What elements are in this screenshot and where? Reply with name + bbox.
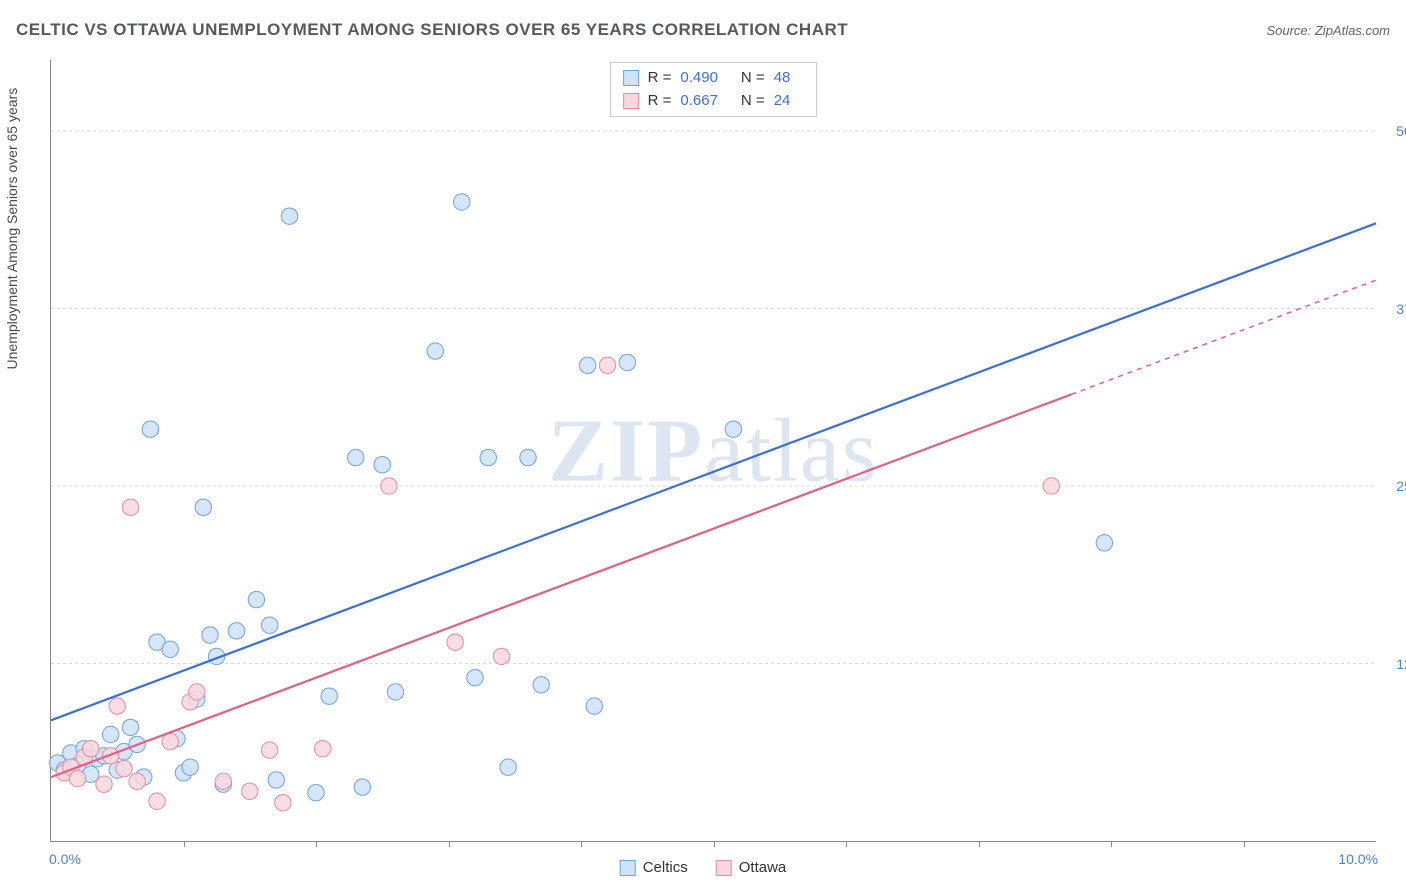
chart-svg: [51, 60, 1376, 841]
n-label: N =: [741, 90, 765, 113]
plot-area: ZIPatlas 12.5%25.0%37.5%50.0% 0.0%10.0% …: [50, 60, 1376, 842]
n-value: 24: [774, 90, 791, 113]
r-label: R =: [648, 67, 672, 90]
legend-label: Ottawa: [739, 859, 787, 876]
y-tick-label: 50.0%: [1381, 123, 1406, 139]
bottom-legend: Celtics Ottawa: [620, 859, 787, 876]
legend-label: Celtics: [643, 859, 688, 876]
x-minor-tick: [581, 841, 582, 847]
x-minor-tick: [449, 841, 450, 847]
legend-item-celtics: Celtics: [620, 859, 688, 876]
x-minor-tick: [184, 841, 185, 847]
x-minor-tick: [714, 841, 715, 847]
n-value: 48: [774, 67, 791, 90]
stats-row-celtics: R = 0.490 N = 48: [623, 67, 805, 90]
y-tick-label: 12.5%: [1381, 656, 1406, 672]
swatch-icon: [623, 93, 639, 109]
x-minor-tick: [1111, 841, 1112, 847]
title-bar: CELTIC VS OTTAWA UNEMPLOYMENT AMONG SENI…: [16, 20, 1390, 40]
r-value: 0.667: [680, 90, 718, 113]
swatch-icon: [623, 70, 639, 86]
x-minor-tick: [979, 841, 980, 847]
n-label: N =: [741, 67, 765, 90]
swatch-icon: [716, 860, 732, 876]
stats-row-ottawa: R = 0.667 N = 24: [623, 90, 805, 113]
x-minor-tick: [316, 841, 317, 847]
r-label: R =: [648, 90, 672, 113]
chart-title: CELTIC VS OTTAWA UNEMPLOYMENT AMONG SENI…: [16, 20, 848, 40]
x-tick-label: 10.0%: [1338, 851, 1378, 867]
y-tick-label: 37.5%: [1381, 301, 1406, 317]
x-tick-label: 0.0%: [49, 851, 81, 867]
source-label: Source: ZipAtlas.com: [1266, 23, 1390, 38]
x-minor-tick: [846, 841, 847, 847]
stats-box: R = 0.490 N = 48 R = 0.667 N = 24: [610, 62, 818, 117]
y-axis-label: Unemployment Among Seniors over 65 years: [4, 88, 20, 370]
legend-item-ottawa: Ottawa: [716, 859, 787, 876]
r-value: 0.490: [680, 67, 718, 90]
x-minor-tick: [1244, 841, 1245, 847]
swatch-icon: [620, 860, 636, 876]
y-tick-label: 25.0%: [1381, 478, 1406, 494]
